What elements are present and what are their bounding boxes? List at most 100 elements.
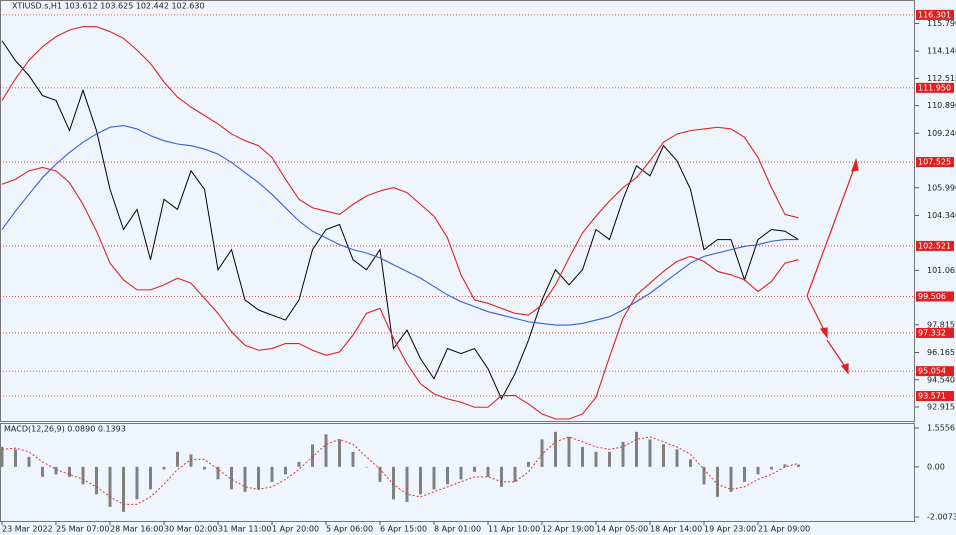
macd-bar [162, 466, 166, 470]
macd-bar [486, 466, 490, 477]
macd-bar [729, 466, 733, 492]
macd-bar [567, 436, 571, 467]
x-tick-label: 18 Apr 14:00 [650, 525, 702, 534]
macd-bar [432, 466, 436, 490]
x-tick-label: 25 Mar 07:00 [56, 525, 109, 534]
y-tick-label: 109.240 [927, 129, 956, 138]
arrow-head [851, 157, 859, 172]
macd-bar [594, 451, 598, 467]
macd-bar [270, 466, 274, 482]
macd-bar [608, 451, 611, 467]
macd-bar [95, 466, 98, 495]
level-label-box [916, 391, 954, 402]
macd-bar [108, 466, 112, 507]
macd-bar [527, 461, 530, 467]
macd-bar [581, 446, 584, 467]
macd-bar [743, 466, 746, 482]
arrow-down [806, 295, 826, 333]
y-tick-label: -2.0073 [927, 513, 956, 522]
macd-bar [122, 466, 125, 512]
x-tick-label: 1 Apr 20:00 [272, 525, 319, 534]
macd-title: MACD(12,26,9) 0.0890 0.1393 [4, 425, 126, 434]
macd-bar [14, 449, 17, 467]
y-tick-label: 115.790 [927, 19, 956, 28]
arrow-down [826, 339, 847, 369]
y-tick-label: 105.990 [927, 183, 956, 192]
macd-bar [54, 466, 58, 475]
macd-panel [0, 423, 915, 522]
level-label-box [916, 240, 954, 251]
macd-bar [419, 466, 422, 495]
chart-title: XTIUSD.s,H1 103.612 103.625 102.442 102.… [12, 2, 205, 11]
x-tick-label: 12 Apr 19:00 [542, 525, 594, 534]
macd-bar [621, 441, 625, 467]
macd-bar [135, 466, 139, 500]
y-tick-label: 0.00 [927, 462, 945, 471]
level-label-box [916, 291, 954, 302]
macd-bar [635, 431, 638, 467]
macd-bar [257, 466, 260, 490]
macd-bar [392, 466, 395, 500]
price-panel [0, 0, 915, 422]
macd-bar [689, 459, 692, 467]
level-label-box [916, 82, 954, 93]
price-line [1, 125, 799, 326]
level-label-box [916, 157, 954, 168]
x-tick-label: 28 Mar 16:00 [110, 525, 163, 534]
level-label-box [916, 9, 954, 20]
y-tick-label: 97.815 [927, 320, 955, 329]
macd-bar [284, 466, 287, 475]
arrow-head [819, 327, 828, 339]
x-tick-label: 31 Mar 11:00 [218, 525, 271, 534]
x-tick-label: 23 Mar 2022 [2, 525, 53, 534]
x-tick-label: 30 Mar 02:00 [164, 525, 217, 534]
x-tick-label: 8 Apr 01:00 [434, 525, 481, 534]
y-tick-label: 112.515 [927, 74, 956, 83]
macd-bar [378, 466, 382, 482]
macd-bar [405, 466, 409, 502]
x-tick-label: 6 Apr 15:00 [380, 525, 427, 534]
macd-bar [0, 446, 4, 467]
macd-bar [338, 439, 341, 467]
macd-bar [351, 451, 355, 467]
macd-bar [783, 464, 787, 467]
level-label: 93.571 [918, 392, 946, 401]
macd-bar [675, 449, 679, 467]
macd-bar [203, 466, 206, 470]
macd-bar [149, 466, 152, 490]
macd-bar [243, 466, 247, 492]
macd-bar [41, 466, 44, 477]
level-label-box [916, 327, 954, 338]
level-label: 102.521 [918, 241, 951, 250]
macd-bar [797, 464, 800, 467]
macd-bar [662, 444, 665, 467]
x-tick-label: 19 Apr 23:00 [704, 525, 756, 534]
macd-bar [81, 466, 85, 485]
macd-bar [176, 451, 179, 467]
macd-bar [554, 431, 557, 467]
level-label: 111.950 [918, 83, 951, 92]
x-tick-label: 11 Apr 10:00 [488, 525, 540, 534]
macd-bar [716, 466, 719, 497]
price-line [1, 166, 799, 420]
y-tick-label: 101.065 [927, 266, 956, 275]
macd-bar [756, 466, 760, 475]
x-tick-label: 14 Apr 05:00 [596, 525, 648, 534]
macd-bar [540, 439, 544, 467]
macd-bar [446, 466, 449, 485]
macd-bar [365, 466, 368, 468]
y-tick-label: 110.890 [927, 101, 956, 110]
macd-bar [513, 466, 517, 482]
macd-bar [500, 466, 503, 487]
macd-bar [648, 439, 652, 467]
x-tick-label: 21 Apr 09:00 [758, 525, 810, 534]
macd-bar [27, 456, 31, 467]
level-label: 95.054 [918, 367, 946, 376]
arrow-up [806, 165, 856, 297]
macd-bar [230, 466, 233, 490]
level-label: 99.506 [918, 292, 946, 301]
level-label: 116.301 [918, 10, 951, 19]
y-tick-label: 104.340 [927, 211, 956, 220]
macd-bar [311, 444, 314, 467]
